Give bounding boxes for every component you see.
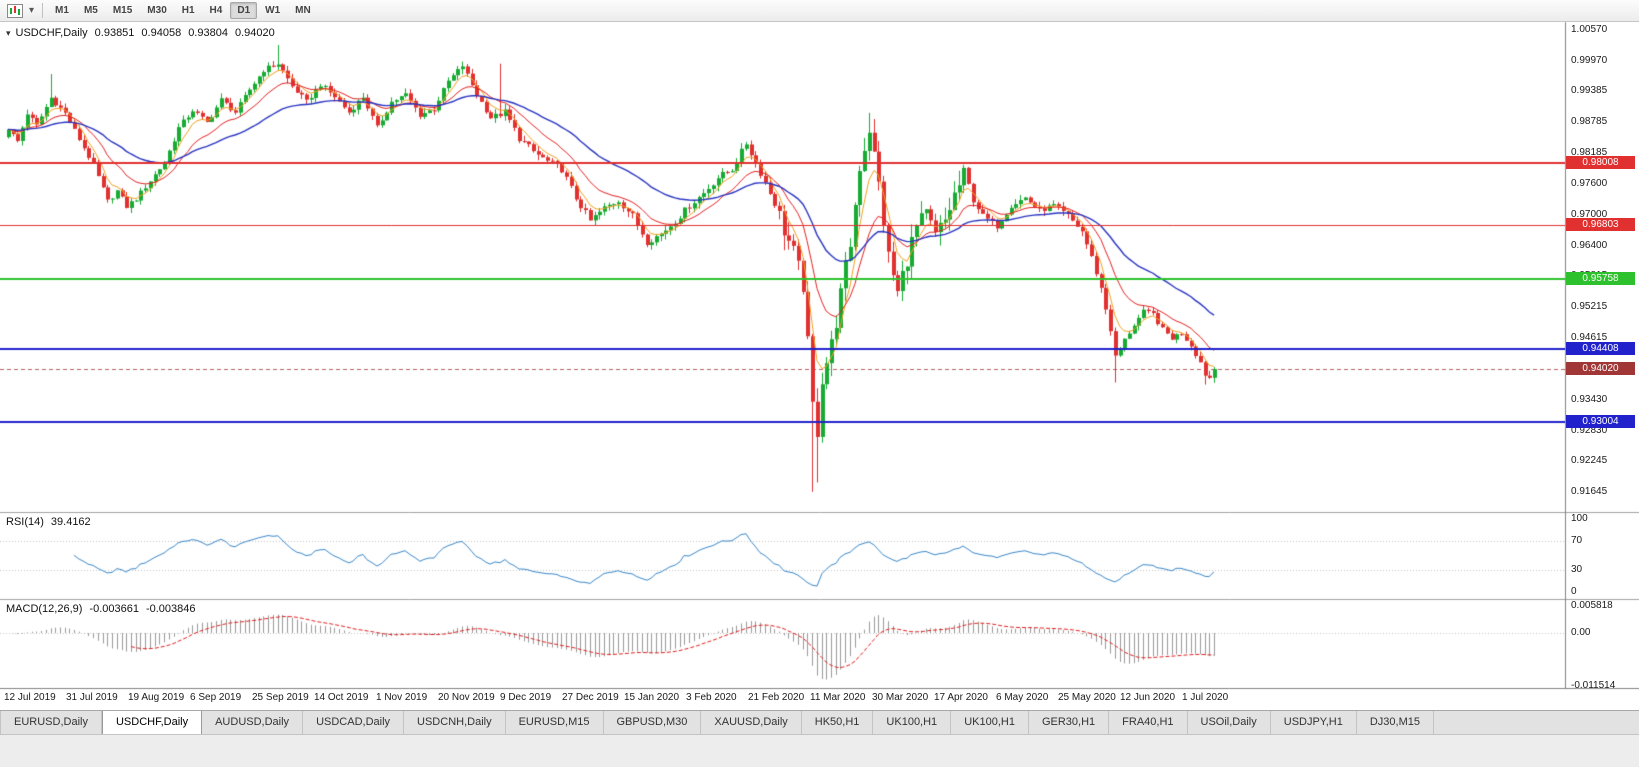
timeframe-button-m5[interactable]: M5 — [83, 5, 98, 16]
tab-eurusd-daily[interactable]: EURUSD,Daily — [0, 711, 102, 734]
timeframe-button-m30[interactable]: M30 — [147, 5, 167, 16]
tab-uk100-h1[interactable]: UK100,H1 — [951, 711, 1029, 734]
tab-gbpusd-m30[interactable]: GBPUSD,M30 — [603, 711, 702, 734]
tab-audusd-daily[interactable]: AUDUSD,Daily — [202, 711, 304, 734]
timeframe-button-h4[interactable]: H4 — [209, 5, 223, 16]
tab-dj30-m15[interactable]: DJ30,M15 — [1356, 711, 1434, 734]
tab-xauusd-daily[interactable]: XAUUSD,Daily — [701, 711, 802, 734]
timeframe-toolbar: M1 M5 M15 M30 H1 H4 D1 W1 MN — [48, 2, 318, 19]
tab-usoil-daily[interactable]: USOil,Daily — [1187, 711, 1271, 734]
dropdown-arrow-icon[interactable]: ▾ — [29, 5, 35, 16]
timeframe-button-h1[interactable]: H1 — [181, 5, 195, 16]
timeframe-button-d1[interactable]: D1 — [230, 2, 258, 19]
timeframe-button-w1[interactable]: W1 — [265, 5, 281, 16]
timeframe-button-mn[interactable]: MN — [295, 5, 311, 16]
tab-usdcad-daily[interactable]: USDCAD,Daily — [303, 711, 405, 734]
toolbar: ▾ M1 M5 M15 M30 H1 H4 D1 W1 MN — [0, 0, 1639, 22]
tab-fra40-h1[interactable]: FRA40,H1 — [1109, 711, 1188, 734]
tab-uk100-h1[interactable]: UK100,H1 — [873, 711, 952, 734]
tab-hk50-h1[interactable]: HK50,H1 — [801, 711, 874, 734]
status-bar — [0, 734, 1639, 767]
tab-ger30-h1[interactable]: GER30,H1 — [1028, 711, 1110, 734]
tab-usdchf-daily[interactable]: USDCHF,Daily — [101, 711, 203, 734]
tab-eurusd-m15[interactable]: EURUSD,M15 — [505, 711, 604, 734]
tab-usdcnh-daily[interactable]: USDCNH,Daily — [404, 711, 506, 734]
timeframe-button-m15[interactable]: M15 — [112, 5, 133, 16]
toolbar-separator — [42, 3, 44, 18]
tab-usdjpy-h1[interactable]: USDJPY,H1 — [1270, 711, 1357, 734]
timeframe-button-m1[interactable]: M1 — [55, 5, 69, 16]
chart-tab-bar: EURUSD,Daily USDCHF,Daily AUDUSD,Daily USDC… — [0, 710, 1639, 734]
chart-window-icon[interactable] — [4, 3, 26, 18]
